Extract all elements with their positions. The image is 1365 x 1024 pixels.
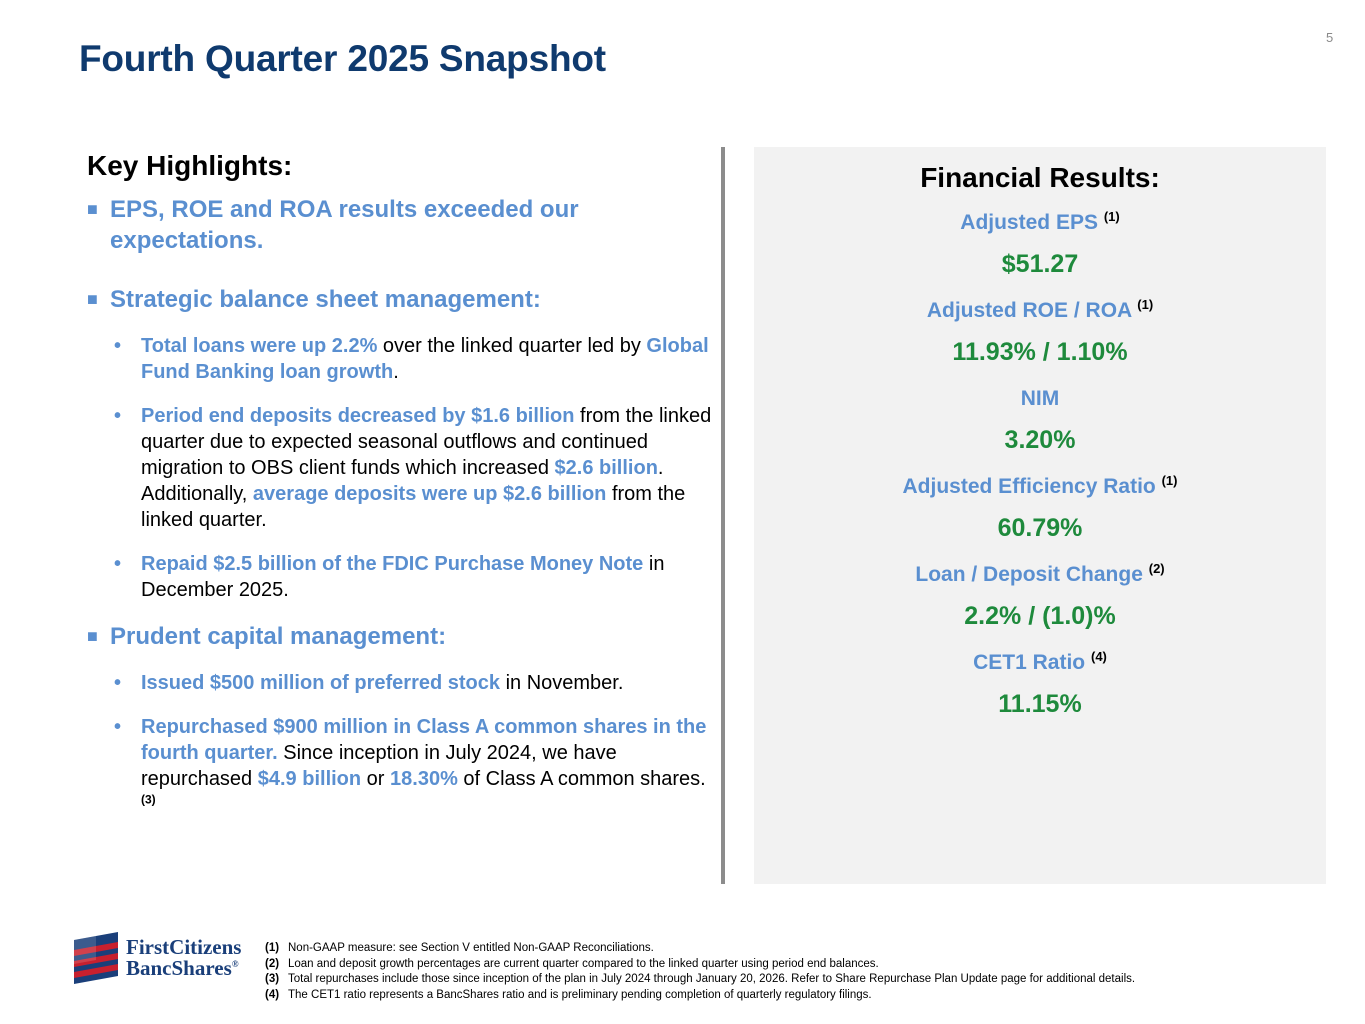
metric-label-roe-roa: Adjusted ROE / ROA (1) — [926, 297, 1154, 322]
metric-value-cet1: 11.15% — [998, 690, 1082, 718]
footnote: (2) Loan and deposit growth percentages a… — [265, 957, 879, 970]
metric-value-nim: 3.20% — [1004, 426, 1076, 454]
footnote-ref: (3) — [141, 792, 156, 807]
highlight-text: EPS, ROE and ROA results exceeded our ex… — [110, 196, 579, 254]
bullet-icon: • — [114, 335, 122, 357]
metric-value-efficiency-ratio: 60.79% — [997, 514, 1083, 542]
footnotes: (1) Non-GAAP measure: see Section V entit… — [265, 941, 1135, 1003]
list-item: • Period end deposits decreased by $1.6 … — [114, 405, 712, 531]
square-bullet-icon: ■ — [87, 199, 98, 219]
metric-value-loan-deposit: 2.2% / (1.0)% — [964, 602, 1116, 630]
square-bullet-icon: ■ — [87, 289, 98, 309]
list-item: • Repurchased $900 million in Class A co… — [114, 714, 717, 818]
capital-list: • Issued $500 million of preferred stock… — [87, 670, 717, 818]
logo-line-1: FirstCitizens — [126, 935, 242, 959]
list-item: • Issued $500 million of preferred stock… — [114, 672, 624, 694]
logo-line-2: BancShares® — [126, 956, 239, 980]
key-highlights-heading: Key Highlights: — [87, 150, 293, 181]
bullet-icon: • — [114, 672, 122, 694]
bullet-icon: • — [114, 553, 122, 575]
metric-label-loan-deposit: Loan / Deposit Change (2) — [915, 561, 1165, 586]
list-item: • Repaid $2.5 billion of the FDIC Purcha… — [114, 553, 665, 601]
bullet-icon: • — [114, 405, 122, 427]
metric-label-efficiency-ratio: Adjusted Efficiency Ratio (1) — [902, 473, 1178, 498]
square-bullet-icon: ■ — [87, 626, 98, 646]
metrics-list: Adjusted EPS (1) $51.27 Adjusted ROE / R… — [754, 209, 1326, 737]
financial-results-panel: Financial Results: Adjusted EPS (1) $51.… — [754, 147, 1326, 884]
flag-logo-icon — [74, 932, 118, 984]
list-item: • Total loans were up 2.2% over the link… — [114, 335, 709, 383]
highlight-text: Strategic balance sheet management: — [110, 286, 541, 313]
highlight-eps: ■ EPS, ROE and ROA results exceeded our … — [87, 194, 717, 256]
vertical-divider — [721, 147, 725, 884]
highlight-balance-sheet: ■ Strategic balance sheet management: — [87, 284, 717, 315]
metric-label-adjusted-eps: Adjusted EPS (1) — [960, 209, 1120, 234]
company-logo: FirstCitizens BancShares® — [70, 930, 241, 986]
highlight-text: Prudent capital management: — [110, 623, 447, 650]
highlight-capital: ■ Prudent capital management: — [87, 621, 717, 652]
footnote: (3) Total repurchases include those since… — [265, 973, 1136, 985]
bullet-icon: • — [114, 716, 122, 738]
balance-sheet-list: • Total loans were up 2.2% over the link… — [87, 333, 717, 603]
metric-value-roe-roa: 11.93% / 1.10% — [952, 338, 1128, 366]
page-title: Fourth Quarter 2025 Snapshot — [79, 38, 606, 79]
metric-label-cet1: CET1 Ratio (4) — [973, 649, 1107, 674]
metric-value-adjusted-eps: $51.27 — [1001, 250, 1079, 278]
page-number: 5 — [1326, 30, 1334, 45]
footnote: (4) The CET1 ratio represents a BancShare… — [265, 988, 872, 1001]
key-highlights-section: Key Highlights: ■ EPS, ROE and ROA resul… — [87, 150, 717, 836]
metric-label-nim: NIM — [1020, 387, 1060, 410]
financial-results-title: Financial Results: — [920, 162, 1160, 193]
footnote: (1) Non-GAAP measure: see Section V entit… — [265, 942, 654, 954]
